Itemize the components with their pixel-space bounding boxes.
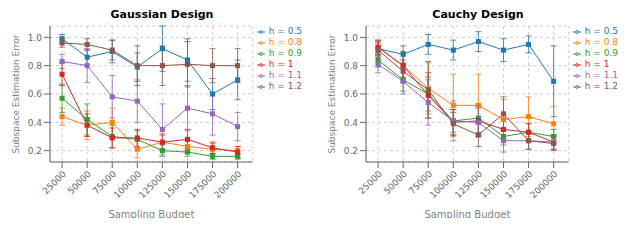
svg-text:100000: 100000 bbox=[427, 168, 460, 201]
svg-text:1.0: 1.0 bbox=[344, 33, 359, 43]
svg-text:0.6: 0.6 bbox=[28, 89, 43, 99]
svg-text:Subspace Estimation Error: Subspace Estimation Error bbox=[327, 34, 337, 153]
svg-text:25000: 25000 bbox=[41, 169, 69, 197]
html-text:h = 1: h = 1 bbox=[584, 59, 610, 69]
html-text:h = 0.8: h = 0.8 bbox=[584, 37, 618, 47]
svg-text:50000: 50000 bbox=[66, 169, 94, 197]
svg-text:0.2: 0.2 bbox=[344, 146, 358, 156]
svg-text:1.0: 1.0 bbox=[28, 33, 43, 43]
html-text:h = 1.1: h = 1.1 bbox=[268, 70, 302, 80]
svg-text:0.8: 0.8 bbox=[344, 61, 359, 71]
html-text:Gaussian Design: Gaussian Design bbox=[110, 8, 214, 21]
html-text:h = 1.2: h = 1.2 bbox=[584, 81, 618, 91]
html-text:h = 0.5: h = 0.5 bbox=[584, 26, 618, 36]
svg-text:Sampling Budget: Sampling Budget bbox=[424, 209, 510, 218]
svg-text:0.8: 0.8 bbox=[28, 61, 43, 71]
svg-text:125000: 125000 bbox=[453, 168, 485, 201]
svg-text:175000: 175000 bbox=[503, 168, 535, 201]
html-text:h = 1: h = 1 bbox=[268, 59, 294, 69]
svg-text:175000: 175000 bbox=[187, 168, 219, 201]
svg-text:0.6: 0.6 bbox=[344, 89, 359, 99]
svg-text:Subspace Estimation Error: Subspace Estimation Error bbox=[11, 34, 21, 153]
html-text:Cauchy Design: Cauchy Design bbox=[432, 8, 524, 21]
svg-text:0.4: 0.4 bbox=[28, 118, 43, 128]
svg-text:150000: 150000 bbox=[162, 168, 194, 201]
svg-text:200000: 200000 bbox=[528, 169, 560, 201]
svg-text:0.4: 0.4 bbox=[344, 118, 359, 128]
html-text:h = 0.5: h = 0.5 bbox=[268, 26, 302, 36]
svg-text:100000: 100000 bbox=[111, 168, 144, 201]
html-text:h = 0.8: h = 0.8 bbox=[268, 37, 302, 47]
svg-text:50000: 50000 bbox=[382, 169, 410, 197]
svg-text:25000: 25000 bbox=[357, 169, 385, 197]
svg-text:125000: 125000 bbox=[137, 168, 169, 201]
html-text:h = 1.1: h = 1.1 bbox=[584, 70, 618, 80]
svg-text:0.2: 0.2 bbox=[28, 146, 42, 156]
svg-text:Sampling Budget: Sampling Budget bbox=[108, 209, 194, 218]
svg-text:150000: 150000 bbox=[478, 168, 510, 201]
html-text:h = 0.9: h = 0.9 bbox=[268, 48, 302, 58]
html-text:h = 0.9: h = 0.9 bbox=[584, 48, 618, 58]
svg-text:75000: 75000 bbox=[406, 168, 435, 197]
svg-text:75000: 75000 bbox=[90, 168, 119, 197]
svg-text:200000: 200000 bbox=[212, 169, 244, 201]
html-text:h = 1.2: h = 1.2 bbox=[268, 81, 302, 91]
